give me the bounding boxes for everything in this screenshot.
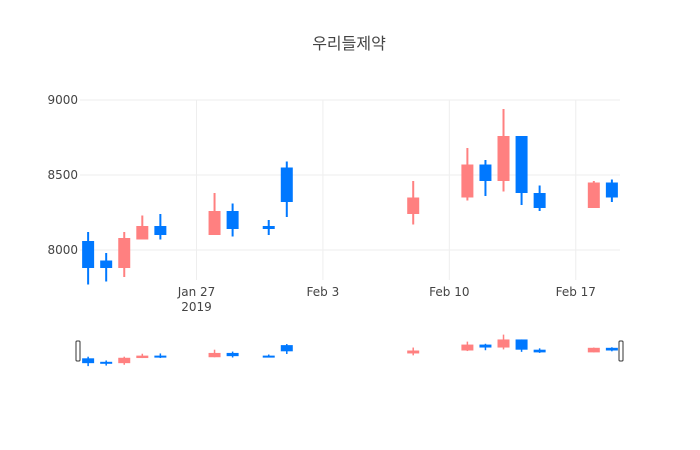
candle-body [118,357,131,364]
candle [154,353,167,359]
candle-body [118,238,131,268]
candle [154,214,167,240]
candle-body [587,347,600,353]
candle [118,356,131,365]
candle-body [136,355,149,359]
candle-body [280,345,293,352]
candle [280,344,293,354]
candle-body [82,358,95,364]
y-axis-tick-labels: 8000 8500 9000 [47,93,78,257]
candle [479,343,492,351]
candle-body [136,226,149,240]
x-tick-label: 2019 [181,300,212,314]
candle-body [407,350,420,354]
candle [136,215,149,240]
candle-body [479,164,492,181]
candle [262,220,275,235]
candle-body [461,344,474,351]
candle [208,193,221,235]
candle [208,349,221,358]
candle-body [280,167,293,202]
range-slider[interactable] [75,334,624,367]
candle-body [533,193,546,208]
grid-lines [80,99,620,280]
candle-body [587,182,600,208]
candle-body [262,355,275,358]
candle [407,347,420,356]
candle [461,148,474,201]
candle [461,341,474,352]
candle-body [605,182,618,198]
candle-body [533,349,546,353]
chart-title: 우리들제약 [312,34,386,53]
candle [280,161,293,217]
candle [587,181,600,208]
candle [226,351,239,358]
candle [497,334,510,350]
candle [136,353,149,359]
candle-body [82,241,95,268]
candle [407,181,420,225]
candle-body [515,339,528,350]
x-tick-label: Feb 17 [556,285,596,299]
candles [82,109,618,285]
x-tick-label: Feb 10 [429,285,469,299]
y-tick-label: 8000 [47,243,78,257]
candle-body [497,339,510,348]
candle [515,136,528,205]
candle-body [479,344,492,348]
candle [515,339,528,352]
candle-body [208,211,221,235]
candle [605,179,618,202]
candle [479,160,492,196]
candle-body [100,361,113,364]
candle [100,253,113,282]
candle-body [407,197,420,214]
candle [100,360,113,366]
candle [82,232,95,285]
candle-body [100,260,113,268]
x-tick-label: Feb 3 [307,285,340,299]
x-tick-label: Jan 27 [177,285,216,299]
candle-body [154,355,167,358]
candle [118,232,131,277]
candle-body [515,136,528,193]
range-slider-left-handle[interactable] [75,340,81,362]
range-slider-right-handle[interactable] [618,340,624,362]
candle-body [461,164,474,198]
candle-body [262,226,275,229]
candle [226,203,239,237]
candle [497,109,510,192]
candle-body [154,226,167,235]
y-tick-label: 9000 [47,93,78,107]
candle [587,347,600,353]
candle [533,348,546,353]
candle [82,356,95,367]
candle-body [605,347,618,351]
candle [605,347,618,352]
y-tick-label: 8500 [47,168,78,182]
candle [533,185,546,211]
candle-body [497,136,510,181]
candle-body [208,352,221,358]
range-slider-mini-chart [82,334,618,367]
candle-body [226,352,239,357]
candle-body [226,211,239,229]
candle [262,354,275,358]
